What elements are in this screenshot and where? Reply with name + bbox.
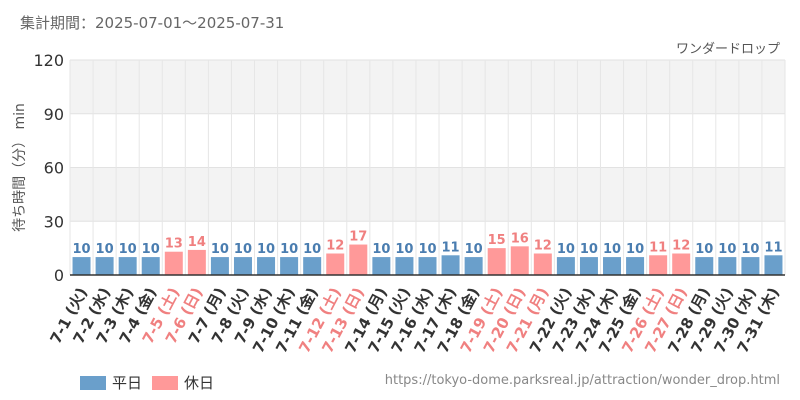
data-label: 10: [372, 242, 390, 257]
legend: 平日 休日: [80, 372, 214, 393]
bar: [464, 257, 483, 275]
bar: [510, 246, 529, 275]
data-label: 10: [211, 242, 229, 257]
legend-item-holiday: 休日: [152, 372, 214, 393]
bar: [441, 255, 460, 275]
bar: [164, 251, 183, 275]
data-label: 10: [257, 242, 275, 257]
bar: [141, 257, 160, 275]
data-label: 11: [764, 240, 782, 255]
bar: [764, 255, 783, 275]
legend-label-weekday: 平日: [112, 374, 143, 392]
data-label: 17: [349, 230, 367, 245]
bar: [257, 257, 276, 275]
bar: [741, 257, 760, 275]
grid-lines: [69, 59, 786, 276]
y-tick-label: 60: [44, 159, 64, 178]
bars: [72, 244, 783, 275]
bar: [118, 257, 137, 275]
data-label: 10: [234, 242, 252, 257]
data-label: 10: [303, 242, 321, 257]
bar: [649, 255, 668, 275]
legend-label-holiday: 休日: [184, 374, 215, 392]
bar: [718, 257, 737, 275]
data-label: 12: [672, 239, 690, 254]
bar: [603, 257, 622, 275]
data-label: 16: [511, 231, 529, 246]
grid-band: [70, 113, 785, 168]
data-label: 10: [418, 242, 436, 257]
bar: [372, 257, 391, 275]
data-label: 12: [534, 239, 552, 254]
bar: [626, 257, 645, 275]
y-tick-label: 30: [44, 212, 64, 231]
data-labels: 10 10 10 10 13 14 10 10 10 10 10 12 17 10 10 10 11 10 15 16…: [72, 230, 782, 258]
data-label: 10: [72, 242, 90, 257]
legend-swatch-weekday: [80, 375, 106, 390]
period-label: 集計期間：2025-07-01～2025-07-31: [20, 14, 285, 32]
source-url[interactable]: https://tokyo-dome.parksreal.jp/attracti…: [384, 373, 780, 388]
data-label: 12: [326, 239, 344, 254]
bar: [303, 257, 322, 275]
data-label: 13: [165, 237, 183, 252]
data-label: 10: [695, 242, 713, 257]
bar: [233, 257, 252, 275]
data-label: 14: [188, 235, 206, 250]
data-label: 10: [465, 242, 483, 257]
bar: [326, 253, 345, 275]
data-label: 10: [741, 242, 759, 257]
data-label: 10: [395, 242, 413, 257]
data-label: 10: [142, 242, 160, 257]
bar: [210, 257, 229, 275]
y-axis-label: 待ち時間（分） min: [12, 103, 28, 232]
bar: [672, 253, 691, 275]
y-tick-label: 90: [44, 105, 64, 124]
data-label: 10: [580, 242, 598, 257]
x-axis-ticks: 7-1 (火)7-2 (水)7-3 (木)7-4 (金)7-5 (土)7-6 (…: [47, 284, 783, 356]
grid-band: [70, 60, 785, 114]
data-label: 10: [280, 242, 298, 257]
bar: [579, 257, 598, 275]
bar: [395, 257, 414, 275]
data-label: 11: [649, 240, 667, 255]
y-tick-label: 0: [54, 266, 64, 285]
data-label: 10: [96, 242, 114, 257]
bar: [418, 257, 437, 275]
bar: [280, 257, 299, 275]
data-label: 10: [718, 242, 736, 257]
bar: [533, 253, 552, 275]
y-axis-ticks: 0 30 60 90 120: [33, 51, 64, 285]
bar: [349, 244, 368, 275]
data-label: 10: [603, 242, 621, 257]
bar: [187, 249, 206, 275]
bar: [556, 257, 575, 275]
attraction-name: ワンダードロップ: [675, 42, 780, 57]
data-label: 10: [626, 242, 644, 257]
legend-swatch-holiday: [152, 375, 179, 390]
bar: [72, 257, 91, 275]
data-label: 10: [119, 242, 137, 257]
bar: [695, 257, 714, 275]
data-label: 10: [557, 242, 575, 257]
grid-band: [70, 167, 785, 222]
bar: [487, 248, 506, 275]
bar: [95, 257, 114, 275]
data-label: 11: [442, 240, 460, 255]
y-tick-label: 120: [33, 51, 64, 70]
legend-item-weekday: 平日: [80, 372, 142, 393]
data-label: 15: [488, 233, 506, 248]
